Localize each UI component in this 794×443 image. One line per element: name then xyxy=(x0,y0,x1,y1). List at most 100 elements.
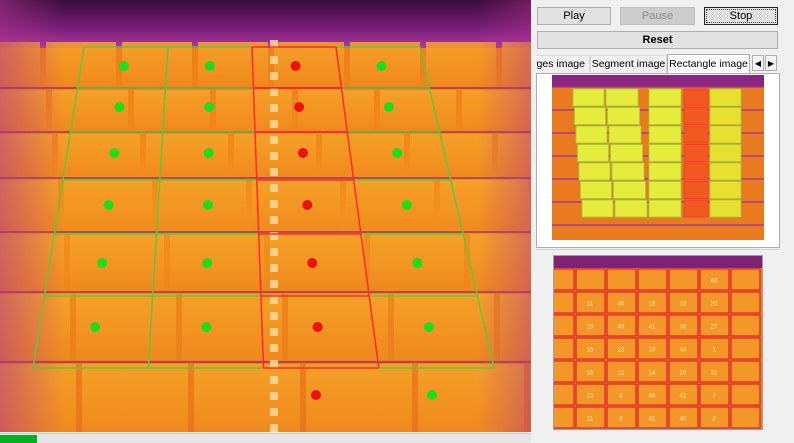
ok-marker xyxy=(103,200,114,210)
hotspot xyxy=(270,360,278,368)
rectangle-cell xyxy=(648,162,682,181)
numbered-cell xyxy=(544,291,575,314)
rectangle-cell xyxy=(683,181,709,199)
rectangle-image xyxy=(552,75,764,240)
hotspot xyxy=(270,168,278,176)
numbered-cell xyxy=(699,314,730,337)
ok-marker xyxy=(204,61,215,71)
numbered-cell xyxy=(730,337,761,360)
ok-marker xyxy=(203,148,214,158)
hotspot xyxy=(270,152,278,160)
tab-rectangle-image[interactable]: Rectangle image xyxy=(667,54,750,73)
numbered-cell xyxy=(544,268,575,291)
numbered-cell xyxy=(637,314,668,337)
panel-number-label: 27 xyxy=(711,325,718,331)
panel-number-label: 46 xyxy=(649,394,656,400)
rectangle-cell xyxy=(613,181,646,199)
grid-line xyxy=(335,46,380,369)
numbered-cell xyxy=(637,337,668,360)
hotspot xyxy=(270,104,278,112)
stop-button[interactable]: Stop xyxy=(704,7,778,25)
fault-marker xyxy=(307,258,318,268)
rectangle-cell xyxy=(683,162,709,181)
play-button[interactable]: Play xyxy=(537,7,611,25)
rectangle-cell xyxy=(574,107,606,125)
numbered-cell xyxy=(637,268,668,291)
rectangle-cell xyxy=(577,144,609,162)
numbered-cell xyxy=(575,314,606,337)
panel-number-label: 11 xyxy=(587,417,594,423)
panel-number-label: 40 xyxy=(680,417,687,423)
hotspot xyxy=(270,376,278,384)
rectangle-cell xyxy=(648,125,682,144)
fault-marker xyxy=(294,102,305,112)
hotspot xyxy=(270,88,278,96)
grid-line xyxy=(32,46,85,369)
tab-segment-image[interactable]: Segment image xyxy=(590,55,667,72)
rectangle-cell xyxy=(683,125,709,144)
panel-number-label: 26 xyxy=(680,371,687,377)
hotspot xyxy=(270,216,278,224)
ok-marker xyxy=(201,322,212,332)
numbered-cell xyxy=(699,360,730,383)
numbered-cell xyxy=(730,383,761,406)
fault-marker xyxy=(311,390,321,400)
hotspot xyxy=(270,72,278,80)
splitter[interactable] xyxy=(536,249,780,250)
ok-marker xyxy=(118,61,129,71)
numbered-cell xyxy=(606,314,637,337)
rectangle-cell xyxy=(611,162,645,181)
fault-marker xyxy=(312,322,323,332)
grid-line xyxy=(147,46,169,369)
numbered-cell xyxy=(730,406,761,429)
panel-number-label: 23 xyxy=(680,302,687,308)
hotspot xyxy=(270,200,278,208)
hotspot xyxy=(270,40,278,48)
rectangle-cell xyxy=(683,107,709,125)
hotspot xyxy=(270,408,278,416)
hotspot xyxy=(270,56,278,64)
rectangle-cell xyxy=(578,162,611,181)
panel-number-label: 31 xyxy=(711,371,718,377)
pause-button[interactable]: Pause xyxy=(620,7,695,25)
ok-marker xyxy=(427,390,437,400)
tab-scroll-left-icon[interactable]: ◀ xyxy=(752,55,764,71)
rectangle-cell xyxy=(581,199,614,218)
hotspot xyxy=(270,392,278,400)
numbered-cell xyxy=(699,291,730,314)
numbered-cell xyxy=(699,337,730,360)
numbered-cell xyxy=(730,360,761,383)
ok-marker xyxy=(204,102,215,112)
rectangle-cell xyxy=(709,181,742,199)
ok-marker xyxy=(109,148,120,158)
rectangle-image-canvas xyxy=(552,75,764,240)
panel-number-label: 13 xyxy=(587,394,594,400)
panel-number-label: 10 xyxy=(587,325,594,331)
panel-number-label: 41 xyxy=(649,417,656,423)
numbered-cell xyxy=(606,383,637,406)
hotspot xyxy=(270,264,278,272)
tab-ranges-image[interactable]: rges image xyxy=(536,55,590,72)
numbered-cell xyxy=(699,383,730,406)
fault-marker xyxy=(302,200,313,210)
ok-marker xyxy=(412,258,423,268)
hotspot xyxy=(270,328,278,336)
rectangle-cell xyxy=(709,88,742,107)
numbered-panels-image: 43 11 40 18 23 20 10 40 41 33 27 15 13 10 43 1 16 12 14 26 3… xyxy=(544,255,763,430)
rectangle-cell xyxy=(648,144,682,162)
ok-marker xyxy=(376,61,387,71)
rectangle-cell xyxy=(683,199,709,218)
panel-number-label: 33 xyxy=(680,325,687,331)
numbered-cell xyxy=(606,291,637,314)
panel-number-label: 41 xyxy=(680,394,687,400)
hotspot xyxy=(270,184,278,192)
hotspot xyxy=(270,424,278,432)
rectangle-cell xyxy=(575,125,608,144)
numbered-cell xyxy=(606,337,637,360)
reset-button[interactable]: Reset xyxy=(537,31,778,49)
numbered-cell xyxy=(668,383,699,406)
numbered-cell xyxy=(668,314,699,337)
panel-number-label: 1 xyxy=(712,348,716,354)
tab-scroll-right-icon[interactable]: ▶ xyxy=(765,55,777,71)
ok-marker xyxy=(392,148,403,158)
